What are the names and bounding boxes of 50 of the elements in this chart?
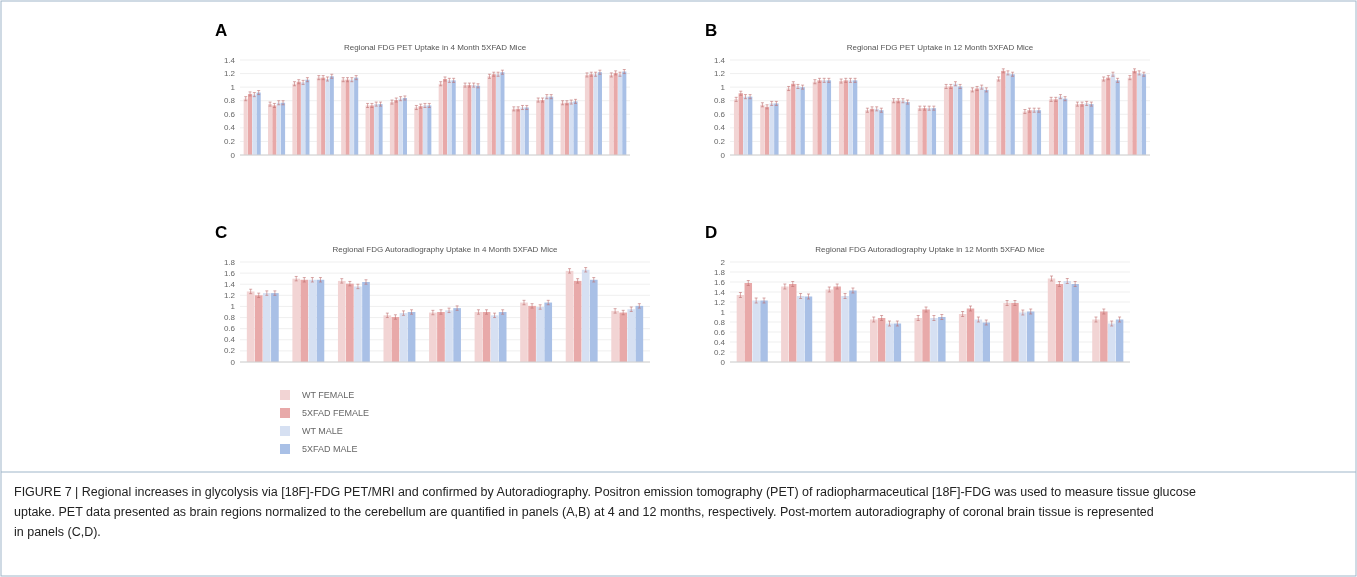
legend-label: WT MALE (302, 426, 343, 436)
y-tick-label: 0 (230, 150, 236, 160)
y-tick-label: 0.8 (713, 96, 726, 106)
y-tick-label: 0.6 (713, 109, 726, 119)
y-tick-label: 2 (720, 257, 726, 267)
text: B (705, 21, 718, 40)
y-tick-label: 1 (720, 82, 726, 92)
y-tick-label: 0.6 (223, 324, 236, 334)
y-tick-label: 1.2 (223, 69, 236, 79)
y-tick-label: 0.2 (223, 346, 236, 356)
y-tick-label: 0 (720, 357, 726, 367)
y-tick-label: 1.4 (223, 279, 236, 289)
y-tick-label: 1 (720, 307, 726, 317)
y-tick-label: 0.2 (713, 347, 726, 357)
legend-label: WT FEMALE (302, 390, 355, 400)
chart-title: Regional FDG PET Uptake in 4 Month 5XFAD Mice (343, 43, 527, 52)
y-tick-label: 1.2 (223, 290, 236, 300)
chart-title: Regional FDG PET Uptake in 12 Month 5XFAD Mice (846, 43, 1034, 52)
y-tick-label: 0.8 (223, 96, 236, 106)
y-tick-label: 1.2 (713, 297, 726, 307)
y-tick-label: 0.6 (223, 109, 236, 119)
chart-title: Regional FDG Autoradiography Uptake in 12 Month 5XFAD Mice (815, 245, 1046, 254)
y-tick-label: 1.4 (713, 55, 726, 65)
legend-label: 5XFAD MALE (302, 444, 358, 454)
y-tick-label: 1 (230, 82, 236, 92)
y-tick-label: 0.4 (713, 337, 726, 347)
y-tick-label: 1.6 (713, 277, 726, 287)
y-tick-label: 0.4 (223, 335, 236, 345)
y-tick-label: 1.8 (223, 257, 236, 267)
y-tick-label: 0.4 (713, 123, 726, 133)
y-tick-label: 0.2 (223, 136, 236, 146)
text: C (215, 223, 228, 242)
y-tick-label: 0.6 (713, 327, 726, 337)
y-tick-label: 0.8 (223, 313, 236, 323)
text: A (215, 21, 228, 40)
chart-title: Regional FDG Autoradiography Uptake in 4 Month 5XFAD Mice (332, 245, 559, 254)
y-tick-label: 1.6 (223, 268, 236, 278)
caption: FIGURE 7 | Regional increases in glycolysis via [18F]-FDG PET/MRI and confirmed by Autoradiography. Positron emission tomography (PET) of radiopharmaceutical [18F]-FDG was used to measure tissue glucose uptake. PET data presented as brain regions normalized to the cerebellum are quantified in panels (A,B) at 4 and 12 months, respectively. Post-mortem autoradiography of coronal brain tissue is represented in panels (C,D). (14, 485, 1197, 539)
y-tick-label: 0 (230, 357, 236, 367)
y-tick-label: 0.8 (713, 317, 726, 327)
y-tick-label: 1.8 (713, 267, 726, 277)
y-tick-label: 0.2 (713, 136, 726, 146)
y-tick-label: 0 (720, 150, 726, 160)
y-tick-label: 1 (230, 302, 236, 311)
y-tick-label: 0.4 (223, 123, 236, 133)
text: D (705, 223, 718, 242)
y-tick-label: 1.4 (223, 55, 236, 65)
legend-label: 5XFAD FEMALE (302, 408, 370, 418)
y-tick-label: 1.4 (713, 287, 726, 297)
y-tick-label: 1.2 (713, 69, 726, 79)
